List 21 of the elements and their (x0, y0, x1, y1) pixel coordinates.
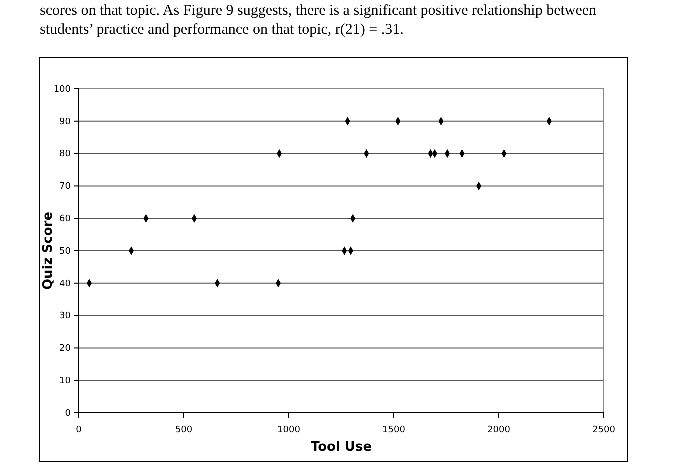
y-tick-label: 10 (60, 376, 72, 386)
y-tick-label: 50 (60, 246, 72, 257)
y-tick-label: 70 (60, 182, 72, 192)
x-tick-label: 500 (175, 426, 193, 436)
y-tick-label: 0 (65, 408, 72, 419)
y-tick-label: 40 (60, 279, 72, 290)
x-tick-label: 0 (76, 426, 82, 436)
x-tick-label: 2000 (488, 426, 511, 436)
x-tick-label: 1000 (278, 426, 301, 436)
text: students’ practice and performance on that topic, r(21) = .31. (40, 22, 404, 38)
y-tick-label: 60 (60, 214, 72, 224)
x-axis-title: Tool Use (310, 440, 372, 455)
text: scores on that topic. As Figure 9 suggests, there is a significant positive relationship between (40, 3, 598, 19)
y-tick-label: 80 (60, 150, 72, 160)
x-tick-label: 1500 (382, 426, 406, 436)
y-axis-title: Quiz Score (41, 212, 56, 290)
y-tick-label: 90 (60, 117, 72, 128)
x-tick-label: 2500 (592, 426, 616, 436)
y-tick-label: 100 (54, 84, 72, 95)
y-tick-label: 30 (60, 312, 72, 322)
y-tick-label: 20 (60, 344, 72, 354)
